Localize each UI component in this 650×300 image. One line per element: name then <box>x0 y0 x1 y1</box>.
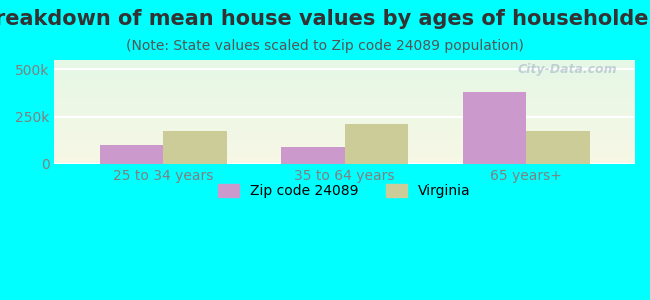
Bar <box>526 131 590 164</box>
Legend: Zip code 24089, Virginia: Zip code 24089, Virginia <box>213 179 476 204</box>
Bar <box>281 147 344 164</box>
Bar <box>344 124 408 164</box>
Text: (Note: State values scaled to Zip code 24089 population): (Note: State values scaled to Zip code 2… <box>126 39 524 53</box>
Text: Breakdown of mean house values by ages of householders: Breakdown of mean house values by ages o… <box>0 9 650 29</box>
Bar <box>163 131 227 164</box>
Bar <box>463 92 526 164</box>
Text: City-Data.com: City-Data.com <box>518 63 618 76</box>
Bar <box>99 145 163 164</box>
